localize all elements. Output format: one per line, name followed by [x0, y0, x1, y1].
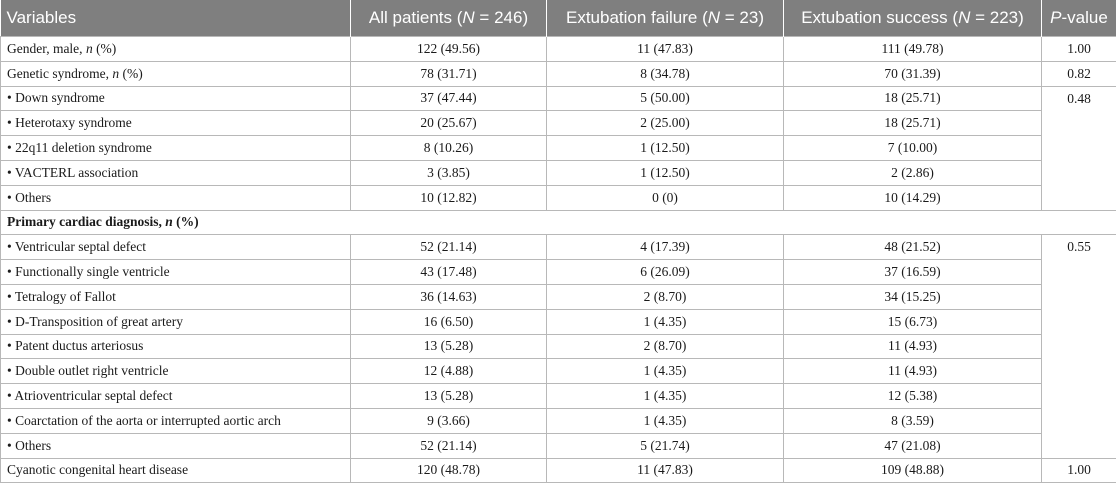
- cell-success: 15 (6.73): [783, 308, 1042, 335]
- row-label: Genetic syndrome, n (%): [0, 60, 351, 87]
- cell-all: 12 (4.88): [350, 358, 547, 385]
- cell-success: 47 (21.08): [783, 432, 1042, 459]
- cell-failure: 2 (8.70): [546, 283, 784, 310]
- cell-success: 34 (15.25): [783, 283, 1042, 310]
- cell-success: 18 (25.71): [783, 110, 1042, 137]
- cell-all: 52 (21.14): [350, 432, 547, 459]
- cell-all: 9 (3.66): [350, 407, 547, 434]
- cell-success: 8 (3.59): [783, 407, 1042, 434]
- cell-success: 70 (31.39): [783, 60, 1042, 87]
- cell-success: 37 (16.59): [783, 259, 1042, 285]
- row-label: • VACTERL association: [0, 159, 351, 186]
- cell-failure: 1 (12.50): [546, 159, 784, 186]
- table-row: Cyanotic congenital heart disease 120 (4…: [0, 457, 1116, 484]
- row-label: • Tetralogy of Fallot: [0, 283, 351, 310]
- cell-p-value: 0.48: [1041, 85, 1116, 211]
- table-row: • Ventricular septal defect 52 (21.14) 4…: [0, 234, 1116, 459]
- cell-all: 13 (5.28): [350, 383, 547, 409]
- cell-all: 78 (31.71): [350, 60, 547, 87]
- cell-success: 7 (10.00): [783, 135, 1042, 161]
- cell-all: 16 (6.50): [350, 308, 547, 335]
- table-row: • Double outlet right ventricle 12 (4.88…: [0, 358, 1116, 385]
- cell-p-value: 0.82: [1041, 60, 1116, 87]
- cell-failure: 5 (21.74): [546, 432, 784, 459]
- row-label: • Down syndrome: [0, 85, 351, 112]
- cell-success: 12 (5.38): [783, 383, 1042, 409]
- row-label: Cyanotic congenital heart disease: [0, 457, 351, 484]
- row-label: • 22q11 deletion syndrome: [0, 135, 351, 161]
- table-row: • Atrioventricular septal defect 13 (5.2…: [0, 383, 1116, 409]
- cell-failure: 0 (0): [546, 184, 784, 211]
- section-title: Primary cardiac diagnosis, n (%): [0, 209, 1116, 236]
- cell-all: 8 (10.26): [350, 135, 547, 161]
- table-row: • Patent ductus arteriosus 13 (5.28) 2 (…: [0, 333, 1116, 360]
- table-row: • Functionally single ventricle 43 (17.4…: [0, 259, 1116, 285]
- row-label: • D-Transposition of great artery: [0, 308, 351, 335]
- cell-failure: 2 (25.00): [546, 110, 784, 137]
- table-row: Gender, male, n (%) 122 (49.56) 11 (47.8…: [0, 36, 1116, 62]
- cell-success: 11 (4.93): [783, 358, 1042, 385]
- cell-success: 2 (2.86): [783, 159, 1042, 186]
- cell-success: 111 (49.78): [783, 36, 1042, 62]
- cell-failure: 6 (26.09): [546, 259, 784, 285]
- cell-all: 122 (49.56): [350, 36, 547, 62]
- table-row: • D-Transposition of great artery 16 (6.…: [0, 308, 1116, 335]
- table-row: Genetic syndrome, n (%) 78 (31.71) 8 (34…: [0, 60, 1116, 87]
- header-extubation-success: Extubation success (N = 223): [783, 0, 1042, 37]
- header-row: Variables All patients (N = 246) Extubat…: [0, 0, 1116, 37]
- row-label: • Functionally single ventricle: [0, 259, 351, 285]
- cell-failure: 1 (4.35): [546, 383, 784, 409]
- cell-failure: 2 (8.70): [546, 333, 784, 360]
- cell-failure: 11 (47.83): [546, 457, 784, 484]
- table-row: • Tetralogy of Fallot 36 (14.63) 2 (8.70…: [0, 283, 1116, 310]
- cell-failure: 4 (17.39): [546, 234, 784, 261]
- cell-failure: 1 (4.35): [546, 407, 784, 434]
- row-label: • Heterotaxy syndrome: [0, 110, 351, 137]
- cell-all: 13 (5.28): [350, 333, 547, 360]
- row-label: • Atrioventricular septal defect: [0, 383, 351, 409]
- table-row: • Down syndrome 37 (47.44) 5 (50.00) 18 …: [0, 85, 1116, 211]
- cell-p-value: 0.55: [1041, 234, 1116, 459]
- cell-all: 52 (21.14): [350, 234, 547, 261]
- cell-failure: 11 (47.83): [546, 36, 784, 62]
- cell-success: 11 (4.93): [783, 333, 1042, 360]
- row-label: • Others: [0, 184, 351, 211]
- cell-failure: 1 (4.35): [546, 308, 784, 335]
- header-p-value: P-value: [1041, 0, 1116, 37]
- cell-p-value: 1.00: [1041, 36, 1116, 62]
- section-header-row: Primary cardiac diagnosis, n (%): [0, 209, 1116, 236]
- cell-failure: 8 (34.78): [546, 60, 784, 87]
- cell-success: 10 (14.29): [783, 184, 1042, 211]
- cell-failure: 1 (4.35): [546, 358, 784, 385]
- cell-all: 20 (25.67): [350, 110, 547, 137]
- row-label: • Coarctation of the aorta or interrupte…: [0, 407, 351, 434]
- cell-all: 10 (12.82): [350, 184, 547, 211]
- cell-all: 120 (48.78): [350, 457, 547, 484]
- table-row: • VACTERL association 3 (3.85) 1 (12.50)…: [0, 159, 1116, 186]
- row-label: • Double outlet right ventricle: [0, 358, 351, 385]
- cell-failure: 1 (12.50): [546, 135, 784, 161]
- cell-all: 37 (47.44): [350, 85, 547, 112]
- table-row: • Others 52 (21.14) 5 (21.74) 47 (21.08): [0, 432, 1116, 459]
- cell-failure: 5 (50.00): [546, 85, 784, 112]
- cell-all: 43 (17.48): [350, 259, 547, 285]
- cell-p-value: 1.00: [1041, 457, 1116, 484]
- cell-success: 48 (21.52): [783, 234, 1042, 261]
- table-row: • Others 10 (12.82) 0 (0) 10 (14.29): [0, 184, 1116, 211]
- cell-all: 3 (3.85): [350, 159, 547, 186]
- cell-all: 36 (14.63): [350, 283, 547, 310]
- table-row: • 22q11 deletion syndrome 8 (10.26) 1 (1…: [0, 135, 1116, 161]
- header-all-patients: All patients (N = 246): [350, 0, 547, 37]
- row-label: Gender, male, n (%): [0, 36, 351, 62]
- row-label: • Patent ductus arteriosus: [0, 333, 351, 360]
- cell-success: 18 (25.71): [783, 85, 1042, 112]
- cell-success: 109 (48.88): [783, 457, 1042, 484]
- header-extubation-failure: Extubation failure (N = 23): [546, 0, 784, 37]
- table-row: • Coarctation of the aorta or interrupte…: [0, 407, 1116, 434]
- row-label: • Ventricular septal defect: [0, 234, 351, 261]
- row-label: • Others: [0, 432, 351, 459]
- header-variables: Variables: [0, 0, 351, 37]
- table-row: • Heterotaxy syndrome 20 (25.67) 2 (25.0…: [0, 110, 1116, 137]
